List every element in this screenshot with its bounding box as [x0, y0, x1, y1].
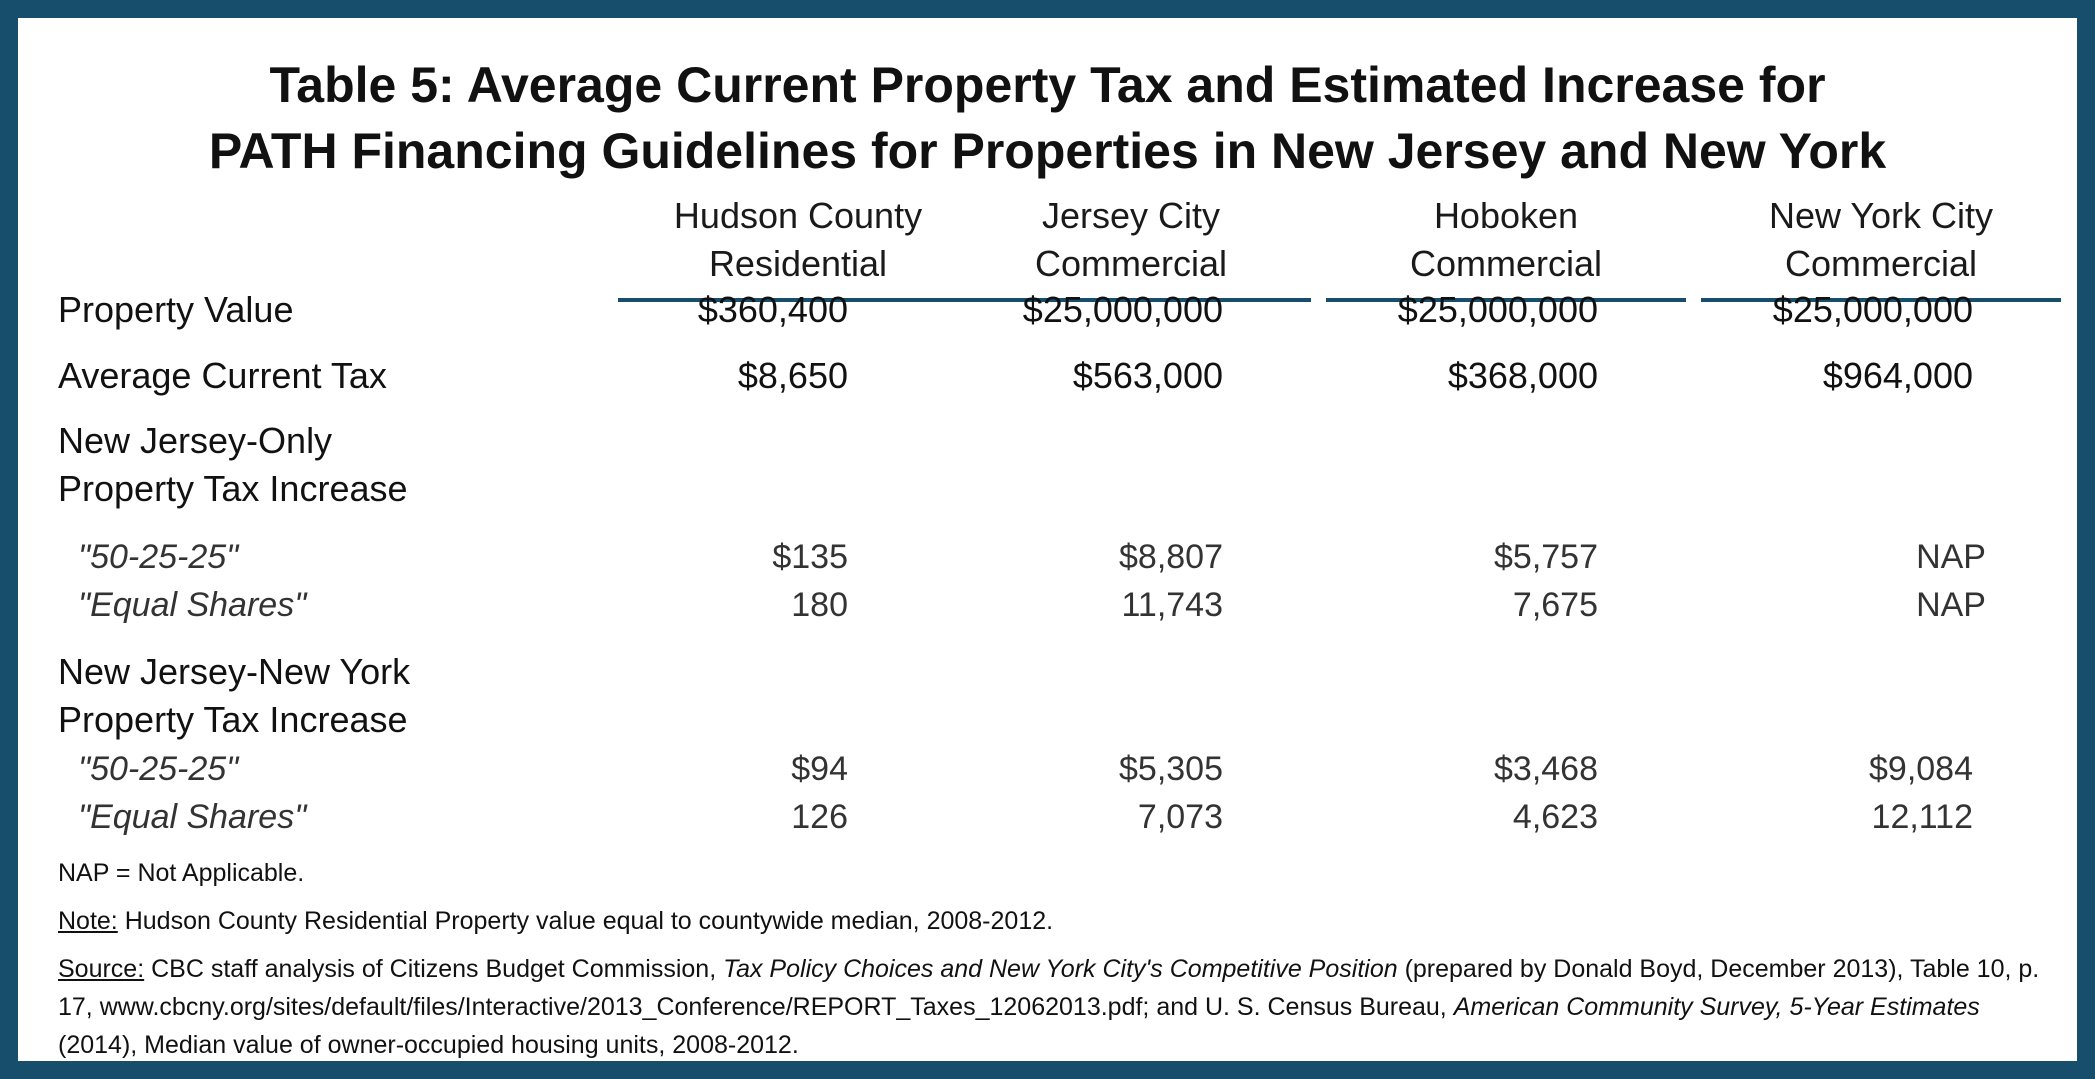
column-header-jersey-city: Jersey City Commercial [951, 192, 1311, 302]
cell-nj-only-50-hudson: $135 [772, 538, 848, 576]
column-header-line1: Jersey City [1041, 195, 1221, 236]
row-label-average-current-tax: Average Current Tax [58, 355, 387, 396]
source-title-1: Tax Policy Choices and New York City's C… [723, 955, 1398, 983]
cell-nj-only-50-hoboken: $5,757 [1494, 538, 1598, 576]
section-label-line2: Property Tax Increase [58, 468, 408, 509]
cell-property-value-hudson: $360,400 [697, 289, 848, 330]
row-label-nj-only-equal-shares: "Equal Shares" [78, 586, 307, 624]
cell-avg-tax-jersey-city: $563,000 [1072, 355, 1223, 396]
section-label-nj-only: New Jersey-Only Property Tax Increase [58, 417, 408, 513]
row-label-nj-ny-equal-shares: "Equal Shares" [78, 798, 307, 836]
source-text-1: CBC staff analysis of Citizens Budget Co… [144, 955, 724, 983]
row-label-nj-only-50-25-25: "50-25-25" [78, 538, 239, 576]
table-title: Table 5: Average Current Property Tax an… [18, 52, 2077, 184]
source-title-2: American Community Survey, 5-Year Estima… [1453, 993, 1980, 1021]
cell-nj-ny-50-jersey-city: $5,305 [1119, 750, 1223, 788]
source-label: Source: [58, 955, 145, 983]
cell-avg-tax-nyc: $964,000 [1822, 355, 1973, 396]
column-header-hudson: Hudson County Residential [618, 192, 978, 302]
column-header-hoboken: Hoboken Commercial [1326, 192, 1686, 302]
column-header-line2: Commercial [1784, 243, 1978, 284]
footnote-note: Note: Hudson County Residential Property… [58, 902, 2058, 940]
column-header-line1: New York City [1768, 195, 1994, 236]
column-rule [1326, 298, 1686, 302]
cell-nj-ny-eq-nyc: 12,112 [1871, 798, 1973, 836]
section-label-line2: Property Tax Increase [58, 699, 408, 740]
cell-nj-only-eq-hoboken: 7,675 [1512, 586, 1598, 624]
title-line-1: Table 5: Average Current Property Tax an… [269, 57, 1826, 113]
section-label-line1: New Jersey-New York [58, 651, 411, 692]
column-header-line1: Hudson County [673, 195, 923, 236]
cell-nj-ny-eq-jersey-city: 7,073 [1137, 798, 1223, 836]
cell-nj-ny-eq-hoboken: 4,623 [1512, 798, 1598, 836]
column-header-line2: Commercial [1034, 243, 1228, 284]
row-label-property-value: Property Value [58, 289, 294, 330]
source-text-3: (2014), Median value of owner-occupied h… [58, 1031, 799, 1059]
cell-property-value-nyc: $25,000,000 [1772, 289, 1973, 330]
cell-nj-ny-50-hoboken: $3,468 [1494, 750, 1598, 788]
column-header-line1: Hoboken [1433, 195, 1579, 236]
cell-nj-ny-eq-hudson: 126 [791, 798, 848, 836]
footnote-source: Source: CBC staff analysis of Citizens B… [58, 950, 2058, 1064]
cell-nj-only-eq-nyc: NAP [1916, 586, 1986, 624]
title-line-2: PATH Financing Guidelines for Properties… [208, 123, 1887, 179]
cell-avg-tax-hudson: $8,650 [737, 355, 848, 396]
cell-nj-only-50-nyc: NAP [1916, 538, 1986, 576]
cell-nj-only-50-jersey-city: $8,807 [1119, 538, 1223, 576]
column-rule [951, 298, 1311, 302]
column-rule [1701, 298, 2061, 302]
column-header-nyc: New York City Commercial [1701, 192, 2061, 302]
column-header-line2: Commercial [1409, 243, 1603, 284]
cell-nj-only-eq-jersey-city: 11,743 [1121, 586, 1223, 624]
section-label-nj-ny: New Jersey-New York Property Tax Increas… [58, 648, 410, 744]
cell-avg-tax-hoboken: $368,000 [1447, 355, 1598, 396]
note-label: Note: [58, 907, 118, 935]
section-label-line1: New Jersey-Only [58, 420, 333, 461]
column-rule [618, 298, 978, 302]
column-header-line2: Residential [708, 243, 888, 284]
cell-property-value-hoboken: $25,000,000 [1397, 289, 1598, 330]
cell-nj-ny-50-hudson: $94 [791, 750, 848, 788]
note-text: Hudson County Residential Property value… [117, 907, 1054, 935]
cell-nj-only-eq-hudson: 180 [791, 586, 848, 624]
cell-nj-ny-50-nyc: $9,084 [1869, 750, 1973, 788]
footnote-nap: NAP = Not Applicable. [58, 859, 305, 887]
source-text-2: (prepared by Donald Boyd, December 2013)… [58, 955, 2040, 1021]
row-label-nj-ny-50-25-25: "50-25-25" [78, 750, 239, 788]
cell-property-value-jersey-city: $25,000,000 [1022, 289, 1223, 330]
